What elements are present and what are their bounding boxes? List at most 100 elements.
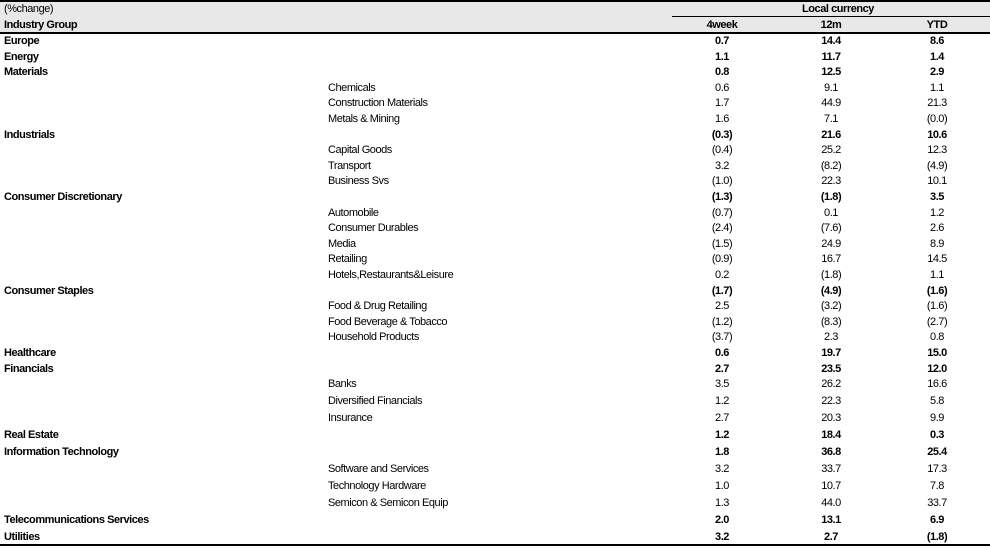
cell-4week: (0.3) xyxy=(711,128,733,141)
cell-12m: 22.3 xyxy=(821,395,841,408)
row-label: Consumer Durables xyxy=(328,222,419,235)
cell-12m: 36.8 xyxy=(821,446,841,459)
row-label: Healthcare xyxy=(4,347,56,359)
row-label: Financials xyxy=(4,362,54,375)
row-label: Insurance xyxy=(328,412,373,425)
row-label: Household Products xyxy=(328,331,419,344)
cell-12m: 14.4 xyxy=(821,35,841,47)
cell-4week: 0.2 xyxy=(715,269,729,281)
cell-12m: 10.7 xyxy=(821,480,841,493)
table-row-group: Financials 2.7 23.5 12.0 xyxy=(0,363,990,379)
cell-ytd: 14.5 xyxy=(927,253,947,266)
row-label: Semicon & Semicon Equip xyxy=(328,497,448,510)
cell-12m: (4.9) xyxy=(820,284,842,297)
table-row-group: Information Technology 1.8 36.8 25.4 xyxy=(0,446,990,463)
table-row-subgroup: Automobile (0.7) 0.1 1.2 xyxy=(0,207,990,223)
cell-ytd: 17.3 xyxy=(927,463,947,476)
cell-4week: 1.2 xyxy=(715,395,729,408)
row-label: Materials xyxy=(4,66,48,79)
cell-12m: 16.7 xyxy=(821,253,841,266)
cell-ytd: 5.8 xyxy=(930,395,944,408)
row-label: Hotels,Restaurants&Leisure xyxy=(328,269,454,281)
cell-ytd: 8.9 xyxy=(930,237,944,250)
cell-ytd: 8.6 xyxy=(930,35,944,47)
header-divider xyxy=(0,32,990,34)
cell-4week: 1.0 xyxy=(715,480,729,493)
cell-12m: (8.2) xyxy=(820,159,842,172)
cell-12m: 2.3 xyxy=(824,331,838,344)
cell-4week: 1.1 xyxy=(715,50,729,63)
cell-ytd: 6.9 xyxy=(930,514,944,527)
cell-4week: (3.7) xyxy=(711,331,733,344)
cell-ytd: 12.0 xyxy=(927,362,947,375)
cell-ytd: (0.0) xyxy=(926,113,948,125)
cell-4week: (0.7) xyxy=(711,206,733,219)
cell-12m: 22.3 xyxy=(821,175,841,188)
cell-ytd: 0.8 xyxy=(930,331,944,344)
table-row-group: Energy 1.1 11.7 1.4 xyxy=(0,51,990,67)
cell-4week: (1.5) xyxy=(711,237,733,250)
row-label: Metals & Mining xyxy=(328,113,400,125)
row-label: Automobile xyxy=(328,206,379,219)
cell-4week: 0.7 xyxy=(715,35,729,47)
table-row-group: Industrials (0.3) 21.6 10.6 xyxy=(0,129,990,145)
row-label: Food & Drug Retailing xyxy=(328,300,427,313)
cell-12m: 44.0 xyxy=(821,497,841,510)
cell-ytd: 1.2 xyxy=(930,206,944,219)
table-row-subgroup: Household Products (3.7) 2.3 0.8 xyxy=(0,331,990,347)
cell-4week: 2.0 xyxy=(715,514,729,527)
cell-12m: 23.5 xyxy=(821,362,841,375)
row-label: Consumer Discretionary xyxy=(4,191,122,203)
table-row-subgroup: Business Svs (1.0) 22.3 10.1 xyxy=(0,175,990,191)
cell-12m: 2.7 xyxy=(824,531,838,544)
table-row-subgroup: Diversified Financials 1.2 22.3 5.8 xyxy=(0,395,990,412)
cell-4week: 3.2 xyxy=(715,159,729,172)
cell-ytd: 3.5 xyxy=(930,191,944,203)
table-row-group: Materials 0.8 12.5 2.9 xyxy=(0,66,990,82)
row-label: Software and Services xyxy=(328,463,429,476)
cell-4week: 2.5 xyxy=(715,300,729,313)
column-header-12m: 12m xyxy=(820,19,842,31)
cell-12m: 18.4 xyxy=(821,429,841,442)
cell-12m: 9.1 xyxy=(824,81,838,94)
cell-ytd: 12.3 xyxy=(927,144,947,157)
row-label: Energy xyxy=(4,50,39,63)
cell-4week: 2.7 xyxy=(715,362,729,375)
currency-underline xyxy=(672,16,990,17)
cell-4week: (1.7) xyxy=(711,284,733,297)
row-label: Consumer Staples xyxy=(4,284,94,297)
cell-ytd: 7.8 xyxy=(930,480,944,493)
cell-12m: (7.6) xyxy=(820,222,842,235)
row-label: Technology Hardware xyxy=(328,480,426,493)
cell-4week: 0.8 xyxy=(715,66,729,79)
cell-4week: (1.3) xyxy=(711,191,733,203)
cell-4week: 1.3 xyxy=(715,497,729,510)
cell-12m: 26.2 xyxy=(821,378,841,391)
cell-ytd: 1.1 xyxy=(930,81,944,94)
row-label: Retailing xyxy=(328,253,367,266)
table-row-subgroup: Chemicals 0.6 9.1 1.1 xyxy=(0,82,990,98)
table-row-subgroup: Semicon & Semicon Equip 1.3 44.0 33.7 xyxy=(0,497,990,514)
row-label: Construction Materials xyxy=(328,97,428,110)
row-label: Chemicals xyxy=(328,81,376,94)
cell-ytd: 1.4 xyxy=(930,50,944,63)
local-currency-header: Local currency xyxy=(802,3,874,15)
row-label: Real Estate xyxy=(4,429,59,442)
table-row-subgroup: Media (1.5) 24.9 8.9 xyxy=(0,238,990,254)
industry-group-header: Industry Group xyxy=(4,19,78,31)
cell-ytd: 15.0 xyxy=(927,347,947,359)
table-row-subgroup: Consumer Durables (2.4) (7.6) 2.6 xyxy=(0,222,990,238)
cell-12m: 24.9 xyxy=(821,237,841,250)
cell-4week: 3.5 xyxy=(715,378,729,391)
row-label: Transport xyxy=(328,159,371,172)
table-row-group: Real Estate 1.2 18.4 0.3 xyxy=(0,429,990,446)
cell-4week: (0.9) xyxy=(711,253,733,266)
table-row-group: Healthcare 0.6 19.7 15.0 xyxy=(0,347,990,363)
table-row-subgroup: Transport 3.2 (8.2) (4.9) xyxy=(0,160,990,176)
cell-12m: 0.1 xyxy=(824,206,838,219)
table-bottom-border xyxy=(0,544,990,546)
row-label: Capital Goods xyxy=(328,144,392,157)
cell-ytd: 1.1 xyxy=(930,269,944,281)
unit-label: (%change) xyxy=(4,3,54,15)
cell-4week: 0.6 xyxy=(715,347,729,359)
